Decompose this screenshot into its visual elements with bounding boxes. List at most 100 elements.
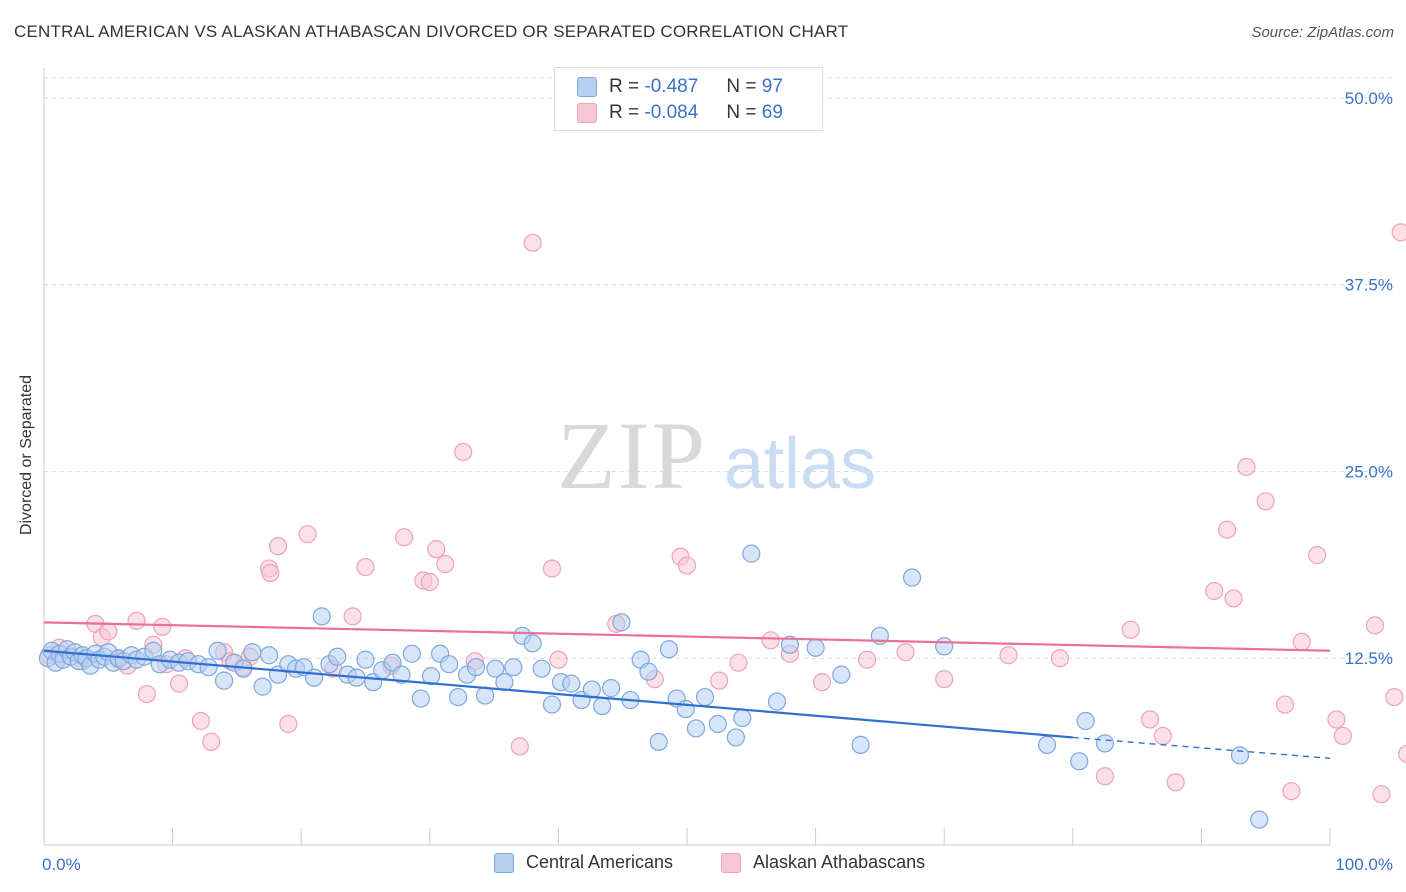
y-tick-label-3: 50.0% [1345,89,1393,108]
pink-point-50 [812,673,832,692]
blue-point-35 [259,646,279,665]
pink-point-56 [1095,767,1115,786]
pink-point-62 [1224,589,1243,608]
pink-point-61 [1205,581,1224,601]
pink-point-31 [394,528,414,547]
blue-point-64 [523,634,542,653]
chart-title: CENTRAL AMERICAN VS ALASKAN ATHABASCAN D… [14,22,849,41]
blue-point-81 [686,719,706,738]
blue-point-50 [392,665,411,684]
pink-point-41 [549,650,568,669]
pink-point-25 [279,714,298,734]
blue-point-65 [532,659,551,678]
legend-row-pink: R = -0.084 N = 69 [577,100,783,126]
pink-point-14 [169,674,189,693]
pink-point-58 [1140,710,1160,729]
blue-point-53 [421,667,441,686]
blue-point-60 [486,659,505,678]
pink-point-54 [999,646,1018,665]
pink-point-64 [1237,457,1256,477]
pink-point-24 [268,537,288,556]
blue-point-29 [208,641,227,660]
blue-point-94 [935,637,954,656]
axes [43,68,1331,846]
watermark-zip: ZIP [557,402,707,509]
pink-point-51 [857,650,877,669]
pink-point-66 [1275,695,1295,714]
blue-point-56 [448,687,468,707]
blue-point-72 [602,679,621,698]
pink-point-33 [420,572,439,592]
blue-n-label: N = [726,76,757,97]
blue-point-93 [902,568,922,587]
blue-point-80 [676,699,695,719]
pink-swatch [577,103,597,123]
pink-point-53 [935,670,954,689]
blue-r-value: -0.487 [644,76,699,97]
blue-point-78 [659,640,679,659]
pink-point-6 [99,622,118,641]
y-tick-labels: 12.5% 25.0% 37.5% 50.0% [1345,89,1393,668]
pink-point-67 [1282,782,1301,801]
gridlines [44,77,1392,659]
pink-point-63 [1218,520,1237,539]
pink-point-26 [298,525,317,544]
blue-legend-label: Central Americans [526,852,674,872]
pink-point-57 [1121,620,1140,639]
pink-point-28 [343,607,362,626]
blue-point-98 [1095,734,1115,753]
blue-point-91 [851,735,870,754]
pink-point-16 [191,711,210,731]
pink-legend-label: Alaskan Athabascans [753,852,926,872]
pink-point-71 [1333,726,1352,746]
blue-point-89 [806,638,825,657]
pink-point-72 [1365,616,1385,635]
blue-point-95 [1037,735,1057,754]
correlation-legend: R = -0.487 N = 97 R = -0.084 N = 69 [554,67,823,131]
blue-point-43 [328,647,347,666]
blue-swatch [577,77,597,97]
pink-point-55 [1050,649,1070,668]
blue-legend-swatch [494,852,514,873]
blue-point-84 [726,728,745,747]
pink-n-value: 69 [761,102,783,123]
blue-point-88 [780,635,799,654]
blue-point-68 [562,674,581,693]
blue-point-33 [243,643,262,662]
blue-point-97 [1076,711,1095,731]
blue-point-41 [312,607,331,626]
pink-point-23 [261,563,280,583]
y-tick-label-0: 12.5% [1345,649,1393,668]
blue-point-46 [356,650,375,669]
pink-point-38 [510,737,529,756]
pink-legend-swatch [721,852,741,873]
blue-point-73 [612,613,631,632]
x-tick-label-0: 0.0% [42,855,81,874]
pink-point-73 [1372,785,1391,804]
bottom-legend-pink: Alaskan Athabascans [721,852,925,873]
pink-point-48 [761,631,780,650]
pink-point-47 [729,653,748,672]
pink-point-39 [523,233,542,252]
blue-point-76 [639,662,658,681]
pink-point-65 [1256,492,1275,511]
bottom-legend-blue: Central Americans [494,852,673,873]
blue-n-value: 97 [761,76,783,97]
y-tick-label-1: 25.0% [1345,462,1393,481]
blue-point-85 [733,708,752,728]
pink-trend-line [43,621,1331,652]
blue-point-87 [767,692,787,711]
pink-point-74 [1385,687,1404,707]
pink-point-35 [436,554,455,574]
pink-point-36 [454,442,473,462]
pink-r-value: -0.084 [644,102,699,123]
x-tick-label-1: 100.0% [1335,855,1393,874]
blue-point-86 [742,544,761,563]
blue-point-58 [466,658,486,677]
pink-r-label: R = [609,102,640,123]
blue-point-70 [582,680,601,699]
blue-point-71 [593,696,612,716]
blue-point-66 [542,695,562,714]
pink-n-label: N = [726,102,757,123]
